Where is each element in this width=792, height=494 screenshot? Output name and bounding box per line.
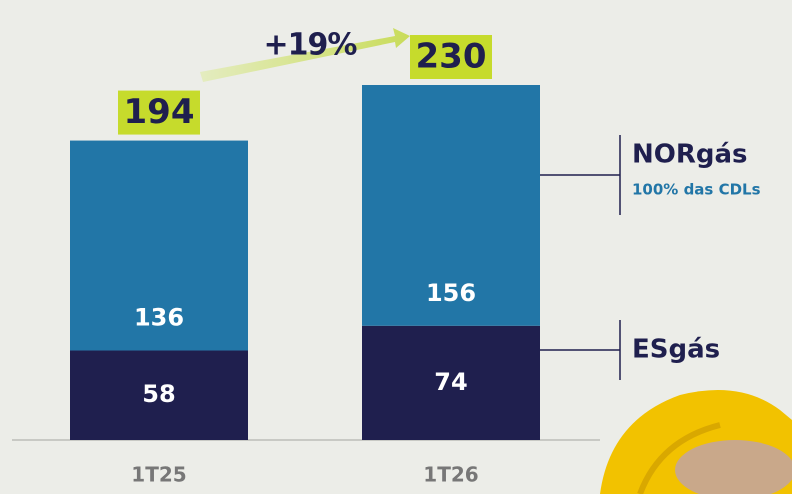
growth-label: +19%	[264, 28, 358, 63]
legend-connector	[540, 320, 620, 380]
x-tick-label: 1T26	[423, 463, 478, 487]
total-label: 194	[124, 92, 195, 132]
page: {"chart_data": {"type": "stacked-bar", "…	[0, 0, 792, 494]
legend-label: NORgás	[632, 140, 748, 170]
legend-note: 100% das CDLs	[632, 181, 761, 199]
legend-label: ESgás	[632, 335, 720, 365]
chart: +19% 58 136 194 1T25 74 156 230 1T26 ESgás NORgás…	[0, 0, 792, 494]
value-label: 74	[434, 368, 467, 396]
hard-hat	[600, 390, 792, 494]
total-label: 230	[416, 37, 487, 77]
value-label: 156	[426, 279, 476, 307]
x-tick-label: 1T25	[131, 463, 186, 487]
value-label: 136	[134, 303, 184, 331]
legend-connector	[540, 135, 620, 215]
value-label: 58	[142, 380, 175, 408]
